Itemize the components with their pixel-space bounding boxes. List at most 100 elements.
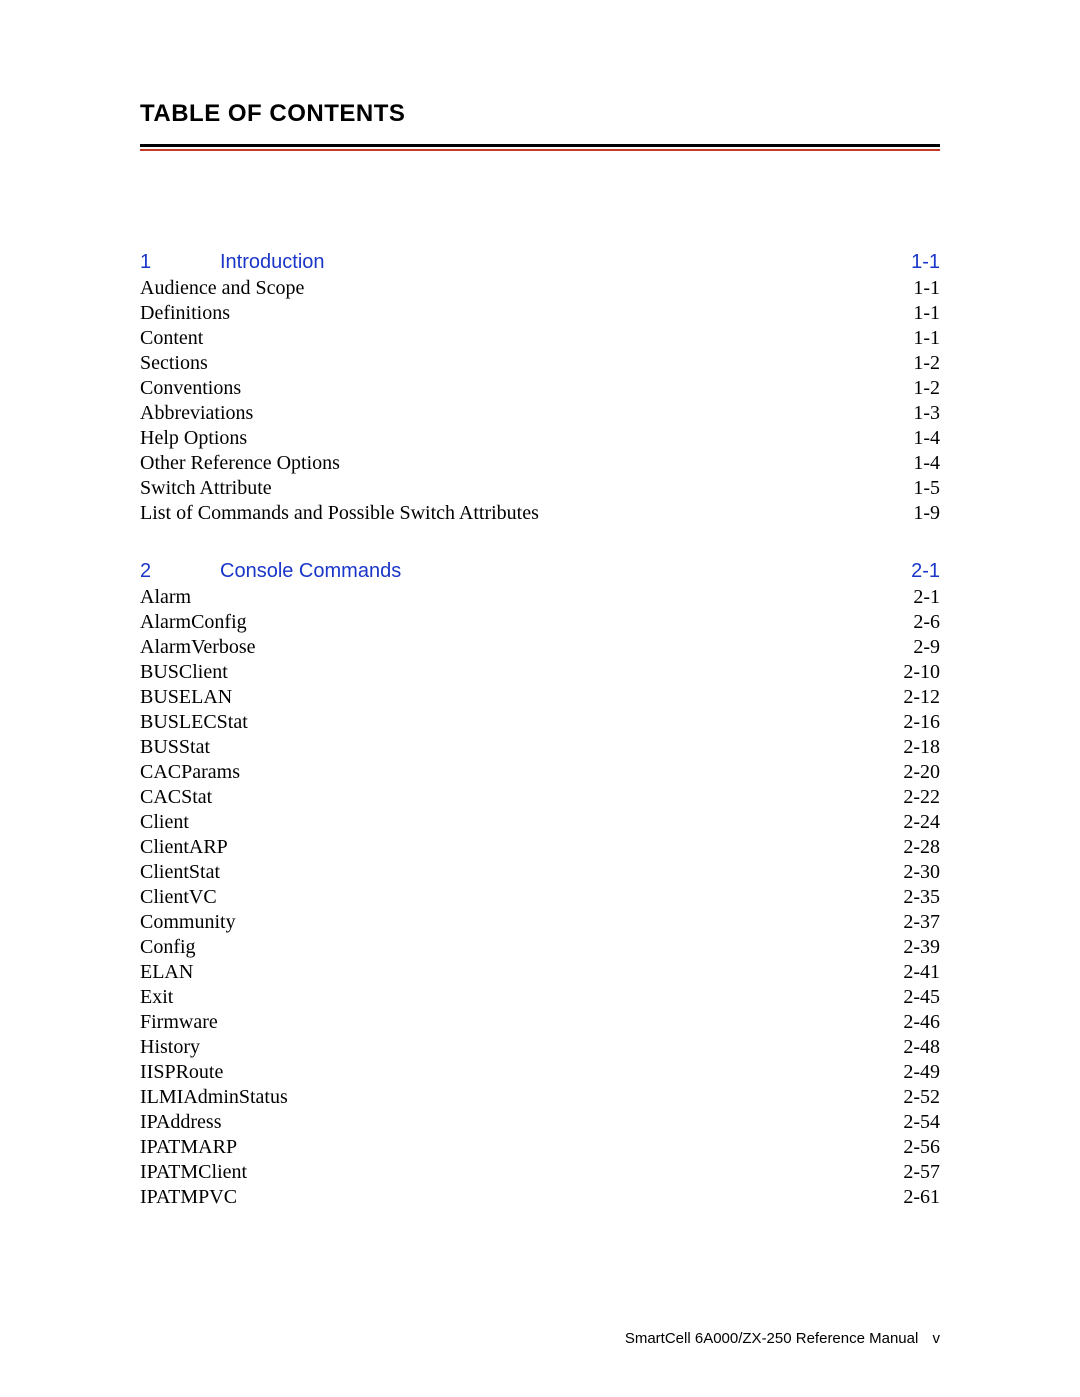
toc-entry-title: ClientStat [140,860,903,885]
toc-entry-page: 2-39 [903,935,940,960]
toc-entry[interactable]: CACStat2-22 [140,785,940,810]
toc-entry-page: 1-3 [913,401,940,426]
toc-entry-page: 2-45 [903,985,940,1010]
toc-entry[interactable]: CACParams2-20 [140,760,940,785]
toc-entry-page: 2-10 [903,660,940,685]
toc-entry-title: Community [140,910,903,935]
toc-entry-title: AlarmVerbose [140,635,913,660]
toc-entry[interactable]: Definitions1-1 [140,301,940,326]
toc-entry[interactable]: List of Commands and Possible Switch Att… [140,501,940,526]
toc-entry-title: ClientVC [140,885,903,910]
toc-entry-page: 2-30 [903,860,940,885]
toc-entry-page: 1-4 [913,451,940,476]
toc-entry-page: 2-49 [903,1060,940,1085]
toc-entry-title: Help Options [140,426,913,451]
toc-entry-title: BUSClient [140,660,903,685]
section-number: 1 [140,251,220,274]
toc-entry-title: Firmware [140,1010,903,1035]
toc-entry-title: History [140,1035,903,1060]
toc-entry-title: BUSELAN [140,685,903,710]
toc-entry-title: List of Commands and Possible Switch Att… [140,501,913,526]
toc-entry-title: BUSStat [140,735,903,760]
toc-entry-title: Definitions [140,301,913,326]
section-heading[interactable]: 1Introduction1-1 [140,251,940,274]
toc-entry-page: 1-4 [913,426,940,451]
toc-entry[interactable]: Other Reference Options1-4 [140,451,940,476]
toc-entry-page: 2-24 [903,810,940,835]
toc-entry-page: 1-2 [913,376,940,401]
toc-entry-title: CACParams [140,760,903,785]
section-page: 1-1 [911,251,940,274]
section-title: Introduction [220,251,911,274]
section-number: 2 [140,560,220,583]
toc-entry-title: IPATMClient [140,1160,903,1185]
toc-entry-page: 2-41 [903,960,940,985]
toc-entry-title: IISPRoute [140,1060,903,1085]
toc-entry[interactable]: IPATMPVC2-61 [140,1185,940,1210]
toc-entry-page: 1-1 [913,276,940,301]
toc-entry-page: 2-22 [903,785,940,810]
toc-entry-page: 2-54 [903,1110,940,1135]
rule-black [140,144,940,147]
toc-entry-title: CACStat [140,785,903,810]
toc-entry-title: Content [140,326,913,351]
toc-entry-page: 2-52 [903,1085,940,1110]
section-page: 2-1 [911,560,940,583]
toc-entry[interactable]: ILMIAdminStatus2-52 [140,1085,940,1110]
toc-entry[interactable]: ClientStat2-30 [140,860,940,885]
toc-entry-page: 1-2 [913,351,940,376]
toc-entry-page: 2-6 [913,610,940,635]
toc-entry[interactable]: BUSELAN2-12 [140,685,940,710]
toc-entry[interactable]: Community2-37 [140,910,940,935]
toc-entry-title: Other Reference Options [140,451,913,476]
toc-entry-page: 1-1 [913,301,940,326]
toc-entry-page: 2-12 [903,685,940,710]
toc-entry[interactable]: Client2-24 [140,810,940,835]
toc-entry-title: Abbreviations [140,401,913,426]
toc-entry-page: 1-5 [913,476,940,501]
toc-entry-page: 2-18 [903,735,940,760]
section-heading[interactable]: 2Console Commands2-1 [140,560,940,583]
footer-text: SmartCell 6A000/ZX-250 Reference Manual [625,1330,918,1347]
toc-entry[interactable]: Audience and Scope1-1 [140,276,940,301]
page: TABLE OF CONTENTS 1Introduction1-1Audien… [0,0,1080,1397]
toc-entry[interactable]: Help Options1-4 [140,426,940,451]
toc-entry[interactable]: History2-48 [140,1035,940,1060]
toc-entry-title: ILMIAdminStatus [140,1085,903,1110]
toc-entry[interactable]: AlarmConfig2-6 [140,610,940,635]
toc-entry[interactable]: Abbreviations1-3 [140,401,940,426]
toc-entry[interactable]: IISPRoute2-49 [140,1060,940,1085]
toc-entry-title: Conventions [140,376,913,401]
toc-entry-title: Exit [140,985,903,1010]
toc-entry-title: BUSLECStat [140,710,903,735]
toc-entry[interactable]: Config2-39 [140,935,940,960]
toc-entry-page: 2-35 [903,885,940,910]
toc-entry-page: 2-28 [903,835,940,860]
toc-entry[interactable]: Alarm2-1 [140,585,940,610]
toc-entry-title: IPAddress [140,1110,903,1135]
toc-entry[interactable]: ELAN2-41 [140,960,940,985]
toc-entry-page: 2-16 [903,710,940,735]
toc-entry[interactable]: BUSLECStat2-16 [140,710,940,735]
toc-entry[interactable]: AlarmVerbose2-9 [140,635,940,660]
toc-entry[interactable]: Exit2-45 [140,985,940,1010]
toc-entry-page: 2-9 [913,635,940,660]
toc-entry[interactable]: Conventions1-2 [140,376,940,401]
toc-entry[interactable]: Content1-1 [140,326,940,351]
toc-entry[interactable]: ClientVC2-35 [140,885,940,910]
toc-entry-title: Config [140,935,903,960]
toc-entry[interactable]: BUSStat2-18 [140,735,940,760]
toc-entry[interactable]: ClientARP2-28 [140,835,940,860]
rule-red [140,149,940,151]
toc-entry[interactable]: IPAddress2-54 [140,1110,940,1135]
toc-entry[interactable]: BUSClient2-10 [140,660,940,685]
toc-entry-page: 2-56 [903,1135,940,1160]
toc-entry-title: Client [140,810,903,835]
toc-entry[interactable]: IPATMARP2-56 [140,1135,940,1160]
toc-entry-page: 2-46 [903,1010,940,1035]
toc-entry[interactable]: Sections1-2 [140,351,940,376]
toc-entry-page: 2-20 [903,760,940,785]
toc-entry[interactable]: Switch Attribute1-5 [140,476,940,501]
toc-entry[interactable]: IPATMClient2-57 [140,1160,940,1185]
toc-entry[interactable]: Firmware2-46 [140,1010,940,1035]
